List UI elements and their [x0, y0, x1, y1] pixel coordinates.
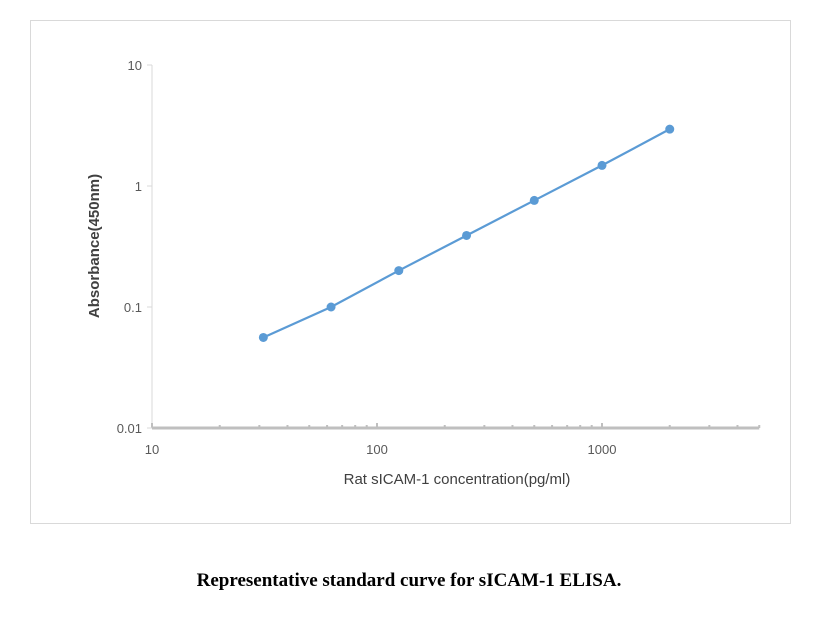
x-tick-label: 100	[366, 442, 388, 457]
y-axis-label: Absorbance(450nm)	[86, 174, 103, 318]
data-point	[394, 266, 404, 276]
figure-caption: Representative standard curve for sICAM-…	[196, 570, 622, 591]
x-axis-label: Rat sICAM-1 concentration(pg/ml)	[344, 471, 571, 488]
y-tick-label: 0.01	[117, 421, 142, 436]
x-tick-label: 1000	[588, 442, 617, 457]
y-tick-label: 0.1	[124, 300, 142, 315]
marks	[258, 124, 675, 342]
chart-frame	[30, 20, 791, 524]
x-tick-label: 10	[145, 442, 159, 457]
data-point	[258, 332, 268, 342]
axes: 10 100 1000 0.01 0.1 1 10	[117, 58, 761, 457]
y-tick-label: 1	[135, 179, 142, 194]
data-point	[462, 230, 472, 240]
y-tick-label: 10	[128, 58, 142, 73]
chart: 10 100 1000 0.01 0.1 1 10 Rat sICAM-1 concentr…	[86, 58, 761, 488]
data-point	[597, 160, 607, 170]
data-point	[665, 124, 675, 134]
data-point	[326, 302, 336, 312]
data-point	[529, 195, 539, 205]
